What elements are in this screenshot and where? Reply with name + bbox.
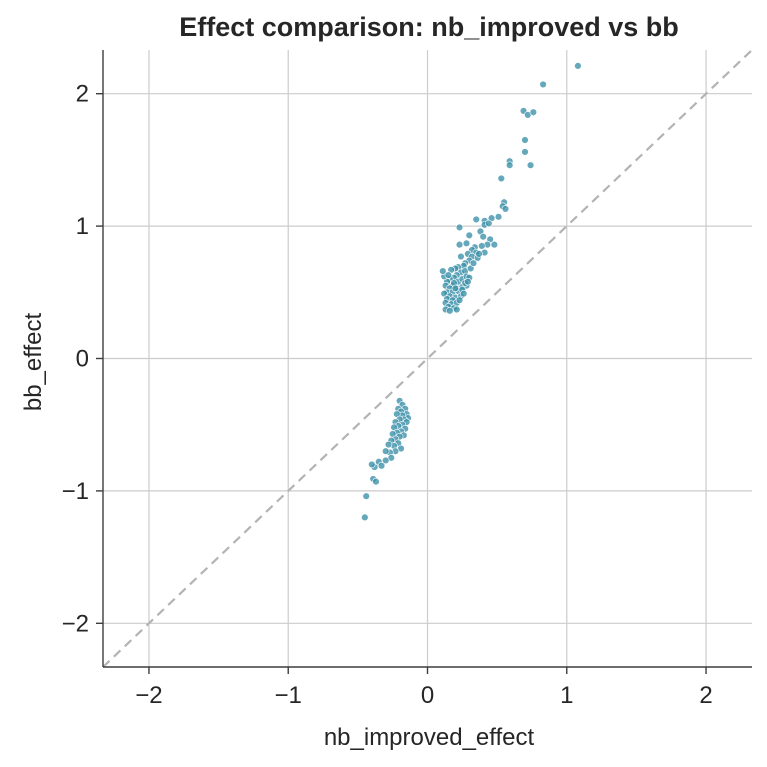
data-point (384, 440, 393, 449)
data-point (529, 108, 538, 116)
data-point (505, 161, 514, 169)
data-point (382, 447, 390, 455)
data-point (497, 174, 506, 183)
data-point (455, 240, 464, 249)
data-point (464, 278, 472, 286)
x-tick-label: −1 (275, 682, 302, 709)
x-tick-label: 1 (560, 682, 573, 709)
data-point (472, 215, 480, 224)
data-point (521, 136, 529, 144)
data-point (372, 477, 380, 486)
data-point (526, 161, 535, 169)
data-point (455, 223, 464, 232)
chart-title: Effect comparison: nb_improved vs bb (179, 12, 679, 42)
data-point (361, 513, 369, 522)
x-tick-label: 0 (421, 682, 434, 709)
data-points (361, 62, 582, 522)
data-point (382, 456, 390, 465)
data-point (457, 252, 465, 261)
x-tick-label: 2 (699, 682, 712, 709)
data-point (485, 219, 493, 228)
data-point (439, 267, 447, 275)
data-point (479, 232, 487, 241)
data-point (494, 213, 503, 221)
data-point (539, 80, 547, 89)
data-point (462, 239, 471, 248)
data-point (475, 250, 483, 258)
data-point (501, 205, 510, 213)
y-tick-label: −1 (62, 478, 89, 505)
y-axis-label: bb_effect (20, 313, 47, 412)
y-tick-label: −2 (62, 610, 89, 637)
axes (96, 50, 752, 674)
data-point (469, 259, 478, 267)
data-point (444, 271, 453, 279)
data-point (368, 460, 376, 469)
data-point (521, 148, 529, 156)
data-point (377, 462, 386, 470)
data-point (451, 284, 460, 293)
x-axis-label: nb_improved_effect (324, 724, 535, 751)
data-point (455, 296, 464, 304)
data-point (478, 242, 486, 250)
data-point (362, 492, 370, 500)
grid (103, 50, 752, 667)
x-tick-label: −2 (135, 682, 162, 709)
y-tick-label: 1 (76, 213, 89, 240)
data-point (465, 231, 473, 240)
y-tick-label: 0 (76, 346, 89, 373)
data-point (446, 307, 454, 315)
data-point (460, 289, 468, 298)
data-point (490, 240, 499, 249)
tick-labels: −2 −1 0 1 2 −2 −1 0 1 2 (62, 81, 713, 709)
data-point (574, 62, 582, 70)
data-point (453, 305, 461, 314)
y-tick-label: 2 (76, 81, 89, 108)
